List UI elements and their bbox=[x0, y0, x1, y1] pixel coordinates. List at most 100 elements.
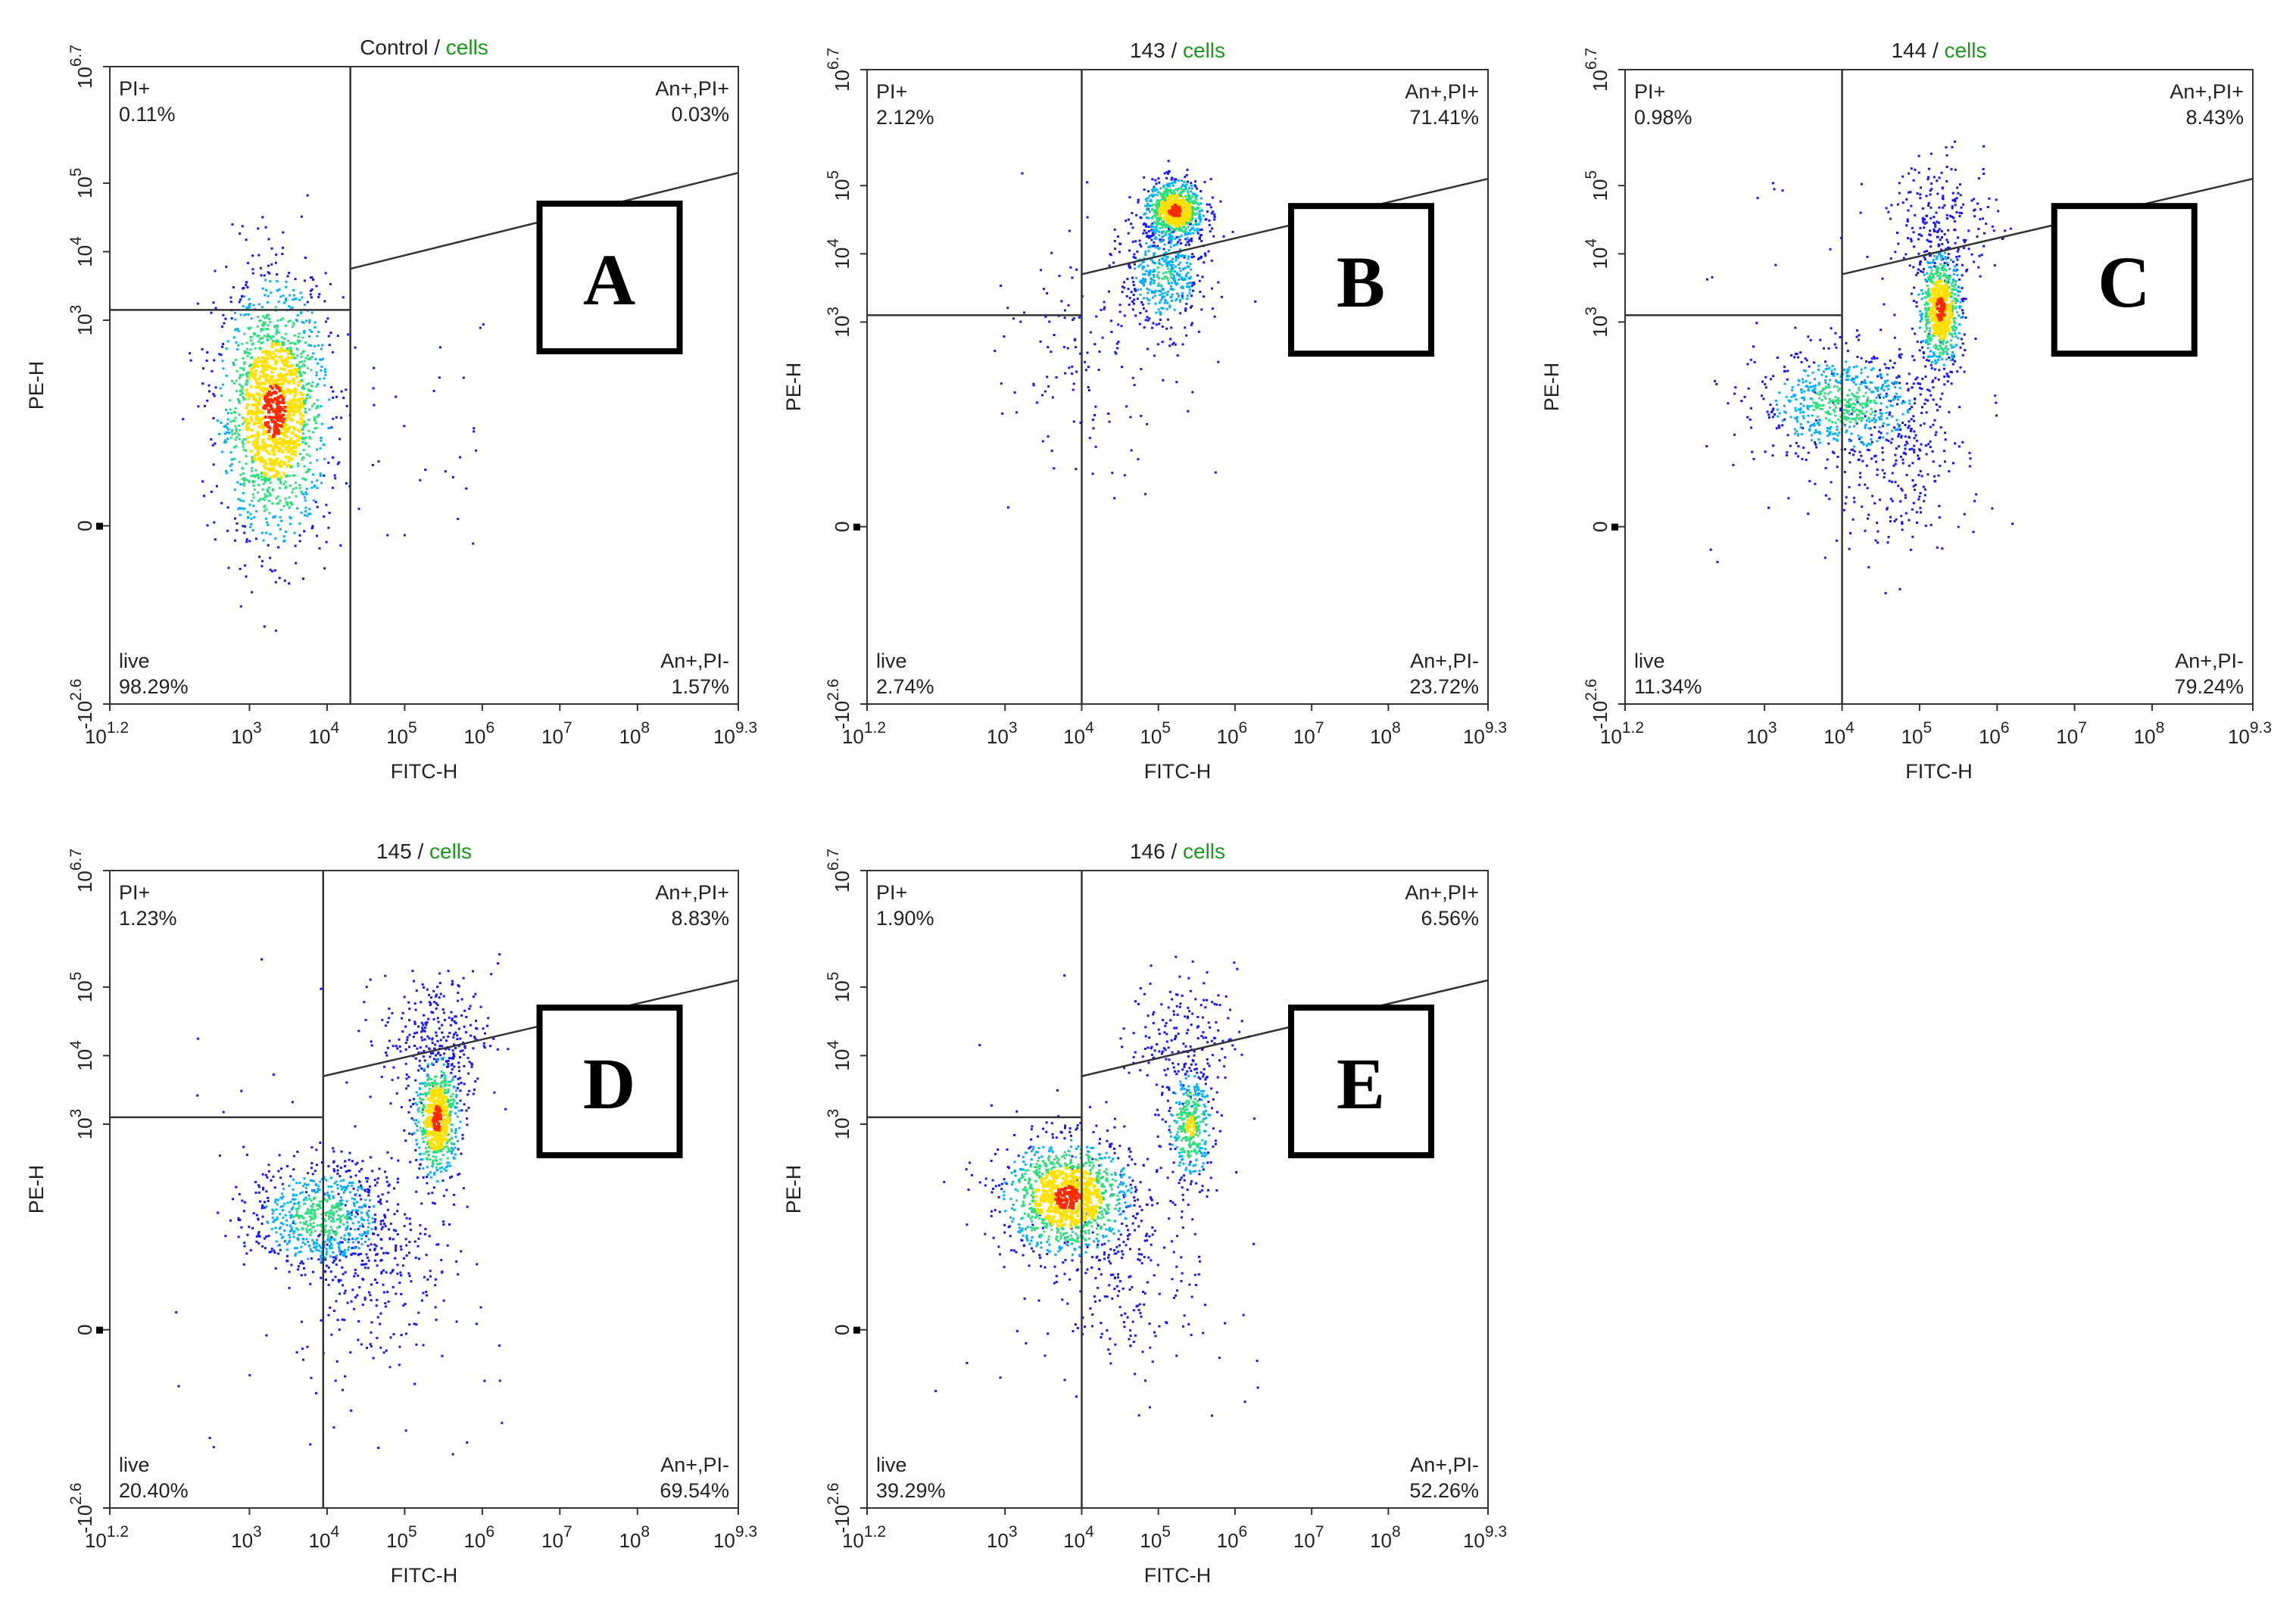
event-point bbox=[1771, 409, 1774, 412]
event-point bbox=[234, 359, 237, 361]
event-point bbox=[1158, 234, 1161, 237]
event-point bbox=[1165, 189, 1167, 192]
event-point bbox=[1170, 282, 1173, 284]
event-point bbox=[246, 354, 249, 357]
event-point bbox=[1924, 398, 1927, 401]
event-point bbox=[1776, 357, 1779, 359]
event-point bbox=[1150, 258, 1153, 261]
event-point bbox=[293, 531, 296, 534]
event-point bbox=[1948, 332, 1951, 335]
event-point bbox=[1180, 192, 1183, 195]
event-point bbox=[242, 500, 245, 503]
event-point bbox=[1158, 259, 1161, 261]
event-point bbox=[1177, 294, 1180, 297]
event-point bbox=[1868, 361, 1870, 364]
event-point bbox=[1142, 232, 1145, 235]
event-point bbox=[278, 350, 282, 354]
event-point bbox=[245, 375, 249, 379]
event-point bbox=[282, 472, 285, 475]
event-point bbox=[1939, 285, 1942, 288]
event-point bbox=[1939, 263, 1942, 266]
event-point bbox=[1964, 316, 1967, 319]
event-point bbox=[1974, 338, 1977, 340]
event-point bbox=[1161, 326, 1164, 328]
event-point bbox=[1961, 309, 1964, 312]
event-point bbox=[323, 515, 326, 518]
event-point bbox=[292, 294, 295, 297]
event-point bbox=[1965, 270, 1968, 273]
event-point bbox=[1153, 187, 1156, 190]
event-point bbox=[1152, 270, 1155, 273]
event-point bbox=[1173, 207, 1177, 211]
event-point bbox=[301, 428, 304, 432]
event-point bbox=[1147, 226, 1150, 228]
event-point bbox=[1196, 232, 1199, 235]
event-point bbox=[1933, 265, 1936, 268]
event-point bbox=[314, 427, 317, 430]
event-point bbox=[1185, 183, 1188, 186]
event-point bbox=[295, 318, 298, 321]
event-point bbox=[1857, 338, 1860, 341]
event-point bbox=[295, 435, 299, 438]
event-point bbox=[1858, 413, 1860, 416]
event-point bbox=[1856, 356, 1859, 358]
event-point bbox=[1938, 253, 1941, 256]
event-point bbox=[1894, 453, 1897, 456]
event-point bbox=[1202, 214, 1205, 217]
event-point bbox=[262, 315, 265, 318]
event-point bbox=[1923, 402, 1926, 405]
event-point bbox=[273, 397, 276, 401]
event-point bbox=[242, 373, 245, 376]
event-point bbox=[257, 473, 260, 476]
event-point bbox=[1838, 399, 1841, 402]
event-point bbox=[266, 301, 269, 304]
event-point bbox=[294, 445, 298, 449]
event-point bbox=[1058, 274, 1061, 277]
event-point bbox=[1954, 360, 1957, 363]
event-point bbox=[1867, 442, 1870, 445]
event-point bbox=[1943, 273, 1946, 276]
event-point bbox=[1194, 222, 1197, 225]
event-point bbox=[265, 400, 269, 404]
event-point bbox=[281, 397, 285, 401]
event-point bbox=[1858, 417, 1861, 420]
event-point bbox=[420, 1101, 423, 1104]
event-point bbox=[496, 1048, 499, 1051]
event-point bbox=[1929, 234, 1932, 237]
event-point bbox=[225, 441, 228, 444]
event-point bbox=[1945, 257, 1948, 260]
event-point bbox=[288, 506, 291, 509]
event-point bbox=[1175, 259, 1178, 262]
event-point bbox=[1187, 191, 1190, 194]
event-point bbox=[315, 407, 318, 410]
event-point bbox=[1149, 269, 1152, 272]
event-point bbox=[1956, 310, 1959, 313]
event-point bbox=[1159, 293, 1162, 296]
event-point bbox=[307, 388, 310, 391]
event-point bbox=[475, 449, 478, 452]
event-point bbox=[265, 373, 269, 377]
event-point bbox=[1808, 428, 1811, 431]
event-point bbox=[1055, 376, 1058, 379]
event-point bbox=[1171, 216, 1175, 220]
event-point bbox=[459, 456, 461, 459]
event-point bbox=[1961, 354, 1964, 357]
event-point bbox=[301, 458, 304, 461]
event-point bbox=[245, 463, 248, 465]
event-point bbox=[1909, 430, 1912, 432]
event-point bbox=[1194, 201, 1197, 204]
event-point bbox=[248, 394, 251, 397]
event-point bbox=[1067, 304, 1070, 307]
event-point bbox=[1126, 278, 1129, 280]
event-point bbox=[1943, 233, 1946, 235]
event-point bbox=[1904, 512, 1908, 515]
event-point bbox=[1813, 361, 1815, 364]
event-point bbox=[1824, 411, 1827, 414]
event-point bbox=[267, 477, 271, 481]
event-point bbox=[1905, 224, 1908, 227]
event-point bbox=[1951, 260, 1954, 263]
event-point bbox=[1086, 351, 1089, 354]
event-point bbox=[498, 1344, 501, 1347]
event-point bbox=[241, 391, 244, 394]
event-point bbox=[315, 371, 318, 374]
